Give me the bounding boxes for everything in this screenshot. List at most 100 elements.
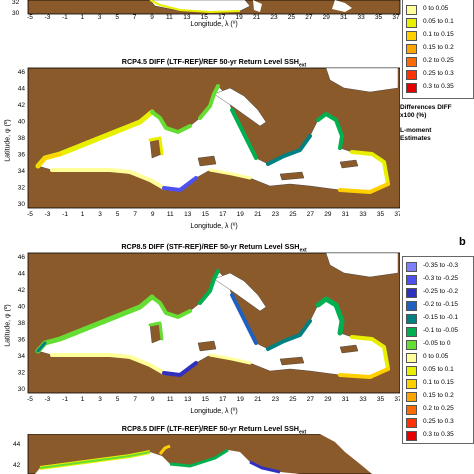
x-tick-label: 33 bbox=[357, 14, 365, 21]
coastal-difference-band bbox=[50, 168, 166, 190]
legend-swatch bbox=[406, 418, 417, 428]
legend-item: 0.2 to 0.25 bbox=[403, 56, 473, 69]
map-panel-3-partial: 44 42 bbox=[0, 434, 400, 474]
x-tick-label: 29 bbox=[324, 396, 332, 403]
x-tick-label: 23 bbox=[272, 211, 280, 218]
legend-note: Differences DIFF x100 (%) L-moment Estim… bbox=[400, 104, 452, 143]
x-tick-label: 13 bbox=[184, 396, 192, 403]
x-tick-label: -3 bbox=[45, 211, 51, 218]
legend-label: 0.25 to 0.3 bbox=[423, 418, 454, 425]
y-tick-label: 42 bbox=[13, 462, 21, 469]
legend-item: 0.1 to 0.15 bbox=[403, 378, 473, 391]
y-tick-label: 36 bbox=[18, 337, 26, 344]
x-tick-label: -3 bbox=[44, 14, 51, 21]
x-axis-label: Longitude, λ (º) bbox=[190, 21, 238, 28]
coastal-difference-band bbox=[266, 134, 312, 166]
y-tick-label: 30 bbox=[18, 386, 26, 393]
y-tick-label: 40 bbox=[18, 304, 26, 311]
x-axis-label: Longitude, λ (º) bbox=[190, 223, 238, 230]
x-tick-row: -5 -3 -1 1 3 5 7 9 11 13 15 17 19 21 23 25 27 29 31 33 35 37 bbox=[0, 14, 474, 23]
coastal-difference-band bbox=[148, 136, 164, 156]
x-tick-label: 37 bbox=[394, 396, 400, 403]
legend-swatch bbox=[406, 301, 417, 311]
island bbox=[339, 344, 359, 354]
y-tick-label: 44 bbox=[18, 271, 26, 278]
legend-swatch bbox=[406, 31, 417, 41]
x-tick-label: 21 bbox=[254, 211, 262, 218]
island bbox=[197, 340, 217, 352]
legend-swatch bbox=[406, 44, 417, 54]
x-tick-label: 3 bbox=[98, 396, 102, 403]
x-tick-label: 1 bbox=[80, 14, 85, 21]
coastal-difference-band bbox=[39, 451, 151, 469]
map-title-subscript: ext bbox=[299, 247, 307, 254]
y-tick-label: 42 bbox=[18, 287, 26, 294]
coastal-difference-band bbox=[169, 448, 229, 468]
x-tick-label: 31 bbox=[342, 211, 350, 218]
coastal-difference-band bbox=[316, 112, 344, 150]
legend-swatch bbox=[406, 327, 417, 337]
x-tick-label: 25 bbox=[289, 396, 297, 403]
y-tick-label: 34 bbox=[18, 168, 26, 175]
coastal-difference-band bbox=[350, 150, 390, 186]
island bbox=[279, 356, 305, 366]
sea-area bbox=[325, 252, 399, 278]
map-title-text: RCP4.5 DIFF (LTF-REF)/REF 50-yr Return L… bbox=[121, 57, 299, 66]
x-tick-label: 21 bbox=[254, 396, 262, 403]
legend-swatch bbox=[406, 18, 417, 28]
x-tick-label: -1 bbox=[61, 14, 68, 21]
legend-label: 0.05 to 0.1 bbox=[423, 18, 454, 25]
legend-swatch bbox=[406, 83, 417, 93]
x-tick-label: 5 bbox=[116, 211, 120, 218]
sea-area bbox=[325, 67, 399, 93]
x-tick-label: 13 bbox=[183, 14, 191, 21]
x-tick-label: -5 bbox=[27, 14, 33, 21]
legend-note-line: L-moment bbox=[400, 127, 432, 134]
legend-label: -0.05 to 0 bbox=[423, 340, 451, 347]
y-tick-label: 46 bbox=[18, 69, 26, 76]
legend-item: 0 to 0.05 bbox=[403, 4, 473, 17]
x-tick-label: 27 bbox=[307, 211, 315, 218]
x-tick-label: 37 bbox=[394, 211, 400, 218]
legend-label: 0 to 0.05 bbox=[423, 5, 449, 12]
x-tick-label: 5 bbox=[116, 396, 120, 403]
legend-label: -0.2 to -0.15 bbox=[423, 301, 459, 308]
map-top-partial-svg bbox=[27, 0, 401, 15]
legend-label: 0.2 to 0.25 bbox=[423, 57, 454, 64]
x-tick-label: -1 bbox=[62, 211, 68, 218]
sea-area bbox=[35, 450, 300, 474]
map-title: RCP8.5 DIFF (STF-REF)/REF 50-yr Return L… bbox=[28, 242, 400, 253]
legend-swatch bbox=[406, 340, 417, 350]
legend-item: 0.05 to 0.1 bbox=[403, 365, 473, 378]
x-tick-label: 7 bbox=[132, 14, 137, 21]
coastal-difference-band bbox=[162, 176, 198, 192]
x-tick-label: 7 bbox=[133, 211, 137, 218]
legend-item: -0.05 to 0 bbox=[403, 339, 473, 352]
legend-swatch bbox=[406, 405, 417, 415]
y-tick-label: 32 bbox=[18, 185, 26, 192]
map-panel-2: 46 44 42 40 38 36 34 32 30 -5 -3 -1 1 3 5 7 9 11 13 15 17 19 2… bbox=[0, 251, 400, 411]
map-title-text: RCP8.5 DIFF (LTF-REF)/REF 50-yr Return L… bbox=[121, 424, 299, 433]
legend-swatch bbox=[406, 5, 417, 15]
x-tick-label: 25 bbox=[289, 211, 297, 218]
coastal-difference-band bbox=[338, 182, 390, 194]
legend-top: 0 to 0.05 0.05 to 0.1 0.1 to 0.15 0.15 to 0… bbox=[402, 0, 474, 99]
coastal-difference-band bbox=[149, 0, 241, 14]
legend-label: 0.3 to 0.35 bbox=[423, 83, 454, 90]
legend-note-line: Estimates bbox=[400, 135, 431, 142]
x-tick-label: 9 bbox=[150, 14, 154, 21]
coastal-difference-band bbox=[150, 295, 192, 319]
map-title-subscript: ext bbox=[298, 429, 307, 436]
coastal-difference-band bbox=[266, 319, 312, 351]
legend-item: 0.2 to 0.25 bbox=[403, 404, 473, 417]
x-tick-label: 33 bbox=[359, 396, 367, 403]
x-tick-label: -3 bbox=[45, 396, 51, 403]
x-tick-label: 27 bbox=[307, 396, 315, 403]
legend-item: -0.25 to -0.2 bbox=[403, 287, 473, 300]
legend-item: 0.1 to 0.15 bbox=[403, 30, 473, 43]
map-title: RCP4.5 DIFF (LTF-REF)/REF 50-yr Return L… bbox=[28, 57, 400, 68]
legend-label: -0.15 to -0.1 bbox=[423, 314, 459, 321]
x-tick-label: 21 bbox=[252, 14, 261, 21]
legend-note-line: Differences DIFF bbox=[400, 104, 452, 111]
